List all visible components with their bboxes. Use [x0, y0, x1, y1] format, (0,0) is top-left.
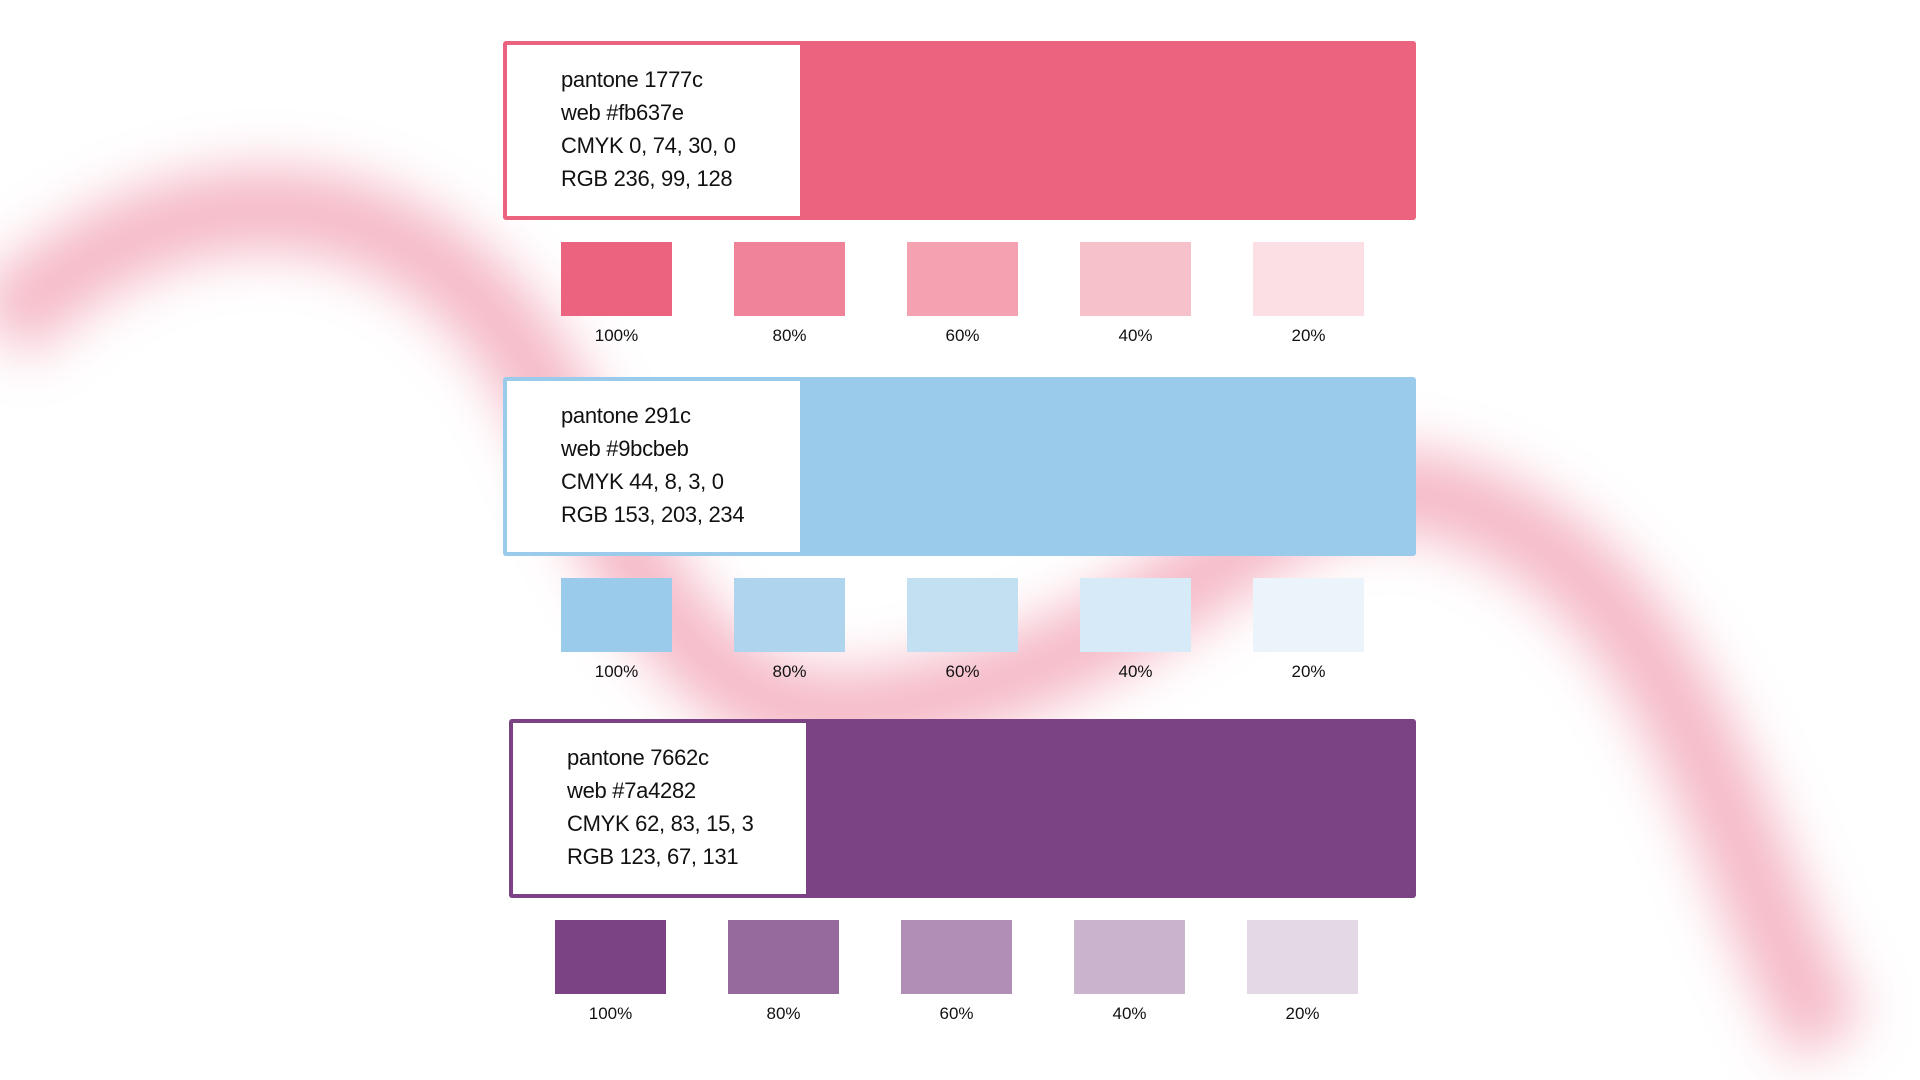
tint-swatch — [1080, 578, 1191, 652]
tint-swatch — [1080, 242, 1191, 316]
color-info-panel: pantone 291c web #9bcbeb CMYK 44, 8, 3, … — [507, 381, 800, 552]
tint-label: 20% — [1291, 326, 1326, 345]
tint-swatch — [734, 242, 845, 316]
tint-swatch — [734, 578, 845, 652]
tint-label: 60% — [939, 1004, 974, 1023]
tint-swatch — [907, 242, 1018, 316]
tint-label: 60% — [945, 326, 980, 345]
tint-swatch — [728, 920, 839, 994]
color-info-panel: pantone 1777c web #fb637e CMYK 0, 74, 30… — [507, 45, 800, 216]
tint-swatch — [1247, 920, 1358, 994]
tint-label: 60% — [945, 662, 980, 681]
tint-swatch — [555, 920, 666, 994]
tint-swatch — [561, 578, 672, 652]
tint-swatch — [1074, 920, 1185, 994]
tint-label: 40% — [1118, 326, 1153, 345]
tint-label: 100% — [594, 662, 639, 681]
cmyk-values: CMYK 44, 8, 3, 0 — [561, 469, 724, 494]
web-hex: web #fb637e — [561, 100, 684, 125]
web-hex: web #7a4282 — [567, 778, 696, 803]
color-card-pink: pantone 1777c web #fb637e CMYK 0, 74, 30… — [503, 41, 1416, 220]
tint-label: 100% — [588, 1004, 633, 1023]
pantone-code: pantone 1777c — [561, 67, 703, 92]
pantone-code: pantone 7662c — [567, 745, 709, 770]
tint-swatch — [907, 578, 1018, 652]
tint-label: 20% — [1285, 1004, 1320, 1023]
color-info-panel: pantone 7662c web #7a4282 CMYK 62, 83, 1… — [513, 723, 806, 894]
tint-label: 80% — [772, 326, 807, 345]
tint-label: 100% — [594, 326, 639, 345]
tint-label: 40% — [1118, 662, 1153, 681]
tint-label: 20% — [1291, 662, 1326, 681]
web-hex: web #9bcbeb — [561, 436, 689, 461]
color-card-blue: pantone 291c web #9bcbeb CMYK 44, 8, 3, … — [503, 377, 1416, 556]
tint-swatch — [901, 920, 1012, 994]
tint-swatch — [1253, 578, 1364, 652]
pantone-code: pantone 291c — [561, 403, 691, 428]
rgb-values: RGB 236, 99, 128 — [561, 166, 733, 191]
tint-label: 80% — [766, 1004, 801, 1023]
rgb-values: RGB 153, 203, 234 — [561, 502, 745, 527]
tint-swatch — [561, 242, 672, 316]
tint-label: 40% — [1112, 1004, 1147, 1023]
cmyk-values: CMYK 0, 74, 30, 0 — [561, 133, 736, 158]
cmyk-values: CMYK 62, 83, 15, 3 — [567, 811, 754, 836]
tint-swatch — [1253, 242, 1364, 316]
tint-label: 80% — [772, 662, 807, 681]
rgb-values: RGB 123, 67, 131 — [567, 844, 739, 869]
color-card-purple: pantone 7662c web #7a4282 CMYK 62, 83, 1… — [509, 719, 1416, 898]
